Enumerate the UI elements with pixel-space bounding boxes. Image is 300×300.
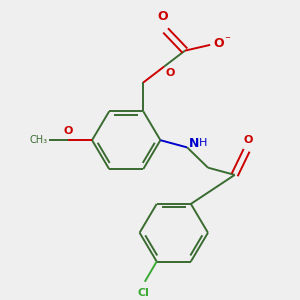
Text: Cl: Cl xyxy=(137,288,149,298)
Text: ⁻: ⁻ xyxy=(224,35,230,45)
Text: O: O xyxy=(166,68,175,78)
Text: N: N xyxy=(189,137,199,150)
Text: CH₃: CH₃ xyxy=(29,135,47,145)
Text: O: O xyxy=(64,126,73,136)
Text: O: O xyxy=(157,10,168,23)
Text: H: H xyxy=(198,138,207,148)
Text: O: O xyxy=(243,134,253,145)
Text: O: O xyxy=(214,37,224,50)
